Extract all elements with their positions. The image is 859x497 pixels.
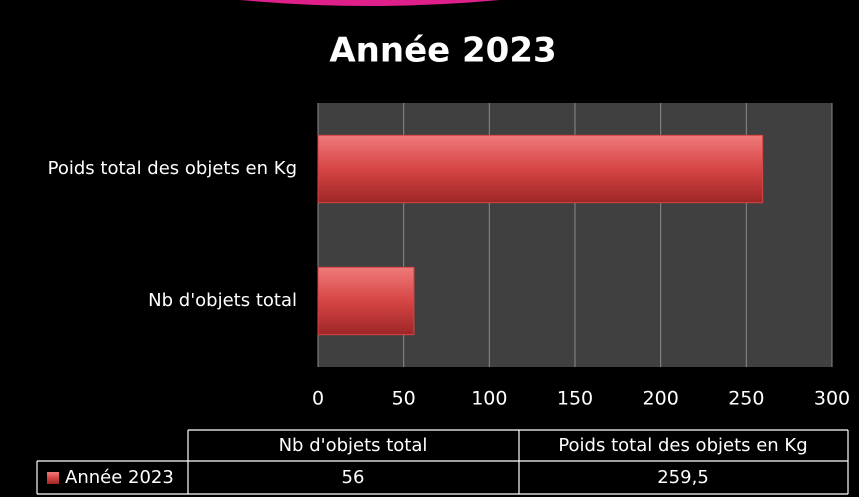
table-header: Poids total des objets en Kg: [558, 435, 807, 456]
x-tick-label: 250: [728, 388, 764, 410]
x-tick-label: 300: [814, 388, 850, 410]
y-tick-label: Poids total des objets en Kg: [48, 158, 297, 179]
legend-marker: [47, 472, 59, 484]
chart-title: Année 2023: [329, 31, 556, 71]
table-header: Nb d'objets total: [279, 435, 428, 456]
legend-label: Année 2023: [65, 467, 174, 488]
bar: [317, 266, 415, 336]
x-tick-label: 150: [557, 388, 593, 410]
x-tick-label: 0: [312, 388, 324, 410]
y-tick-label: Nb d'objets total: [148, 290, 297, 311]
bar: [317, 134, 764, 204]
x-tick-label: 50: [392, 388, 416, 410]
decoration: [240, 0, 500, 6]
table-value: 259,5: [657, 467, 709, 488]
table-value: 56: [342, 467, 365, 488]
data-table: [36, 429, 849, 495]
x-tick-label: 100: [471, 388, 507, 410]
x-tick-label: 200: [643, 388, 679, 410]
